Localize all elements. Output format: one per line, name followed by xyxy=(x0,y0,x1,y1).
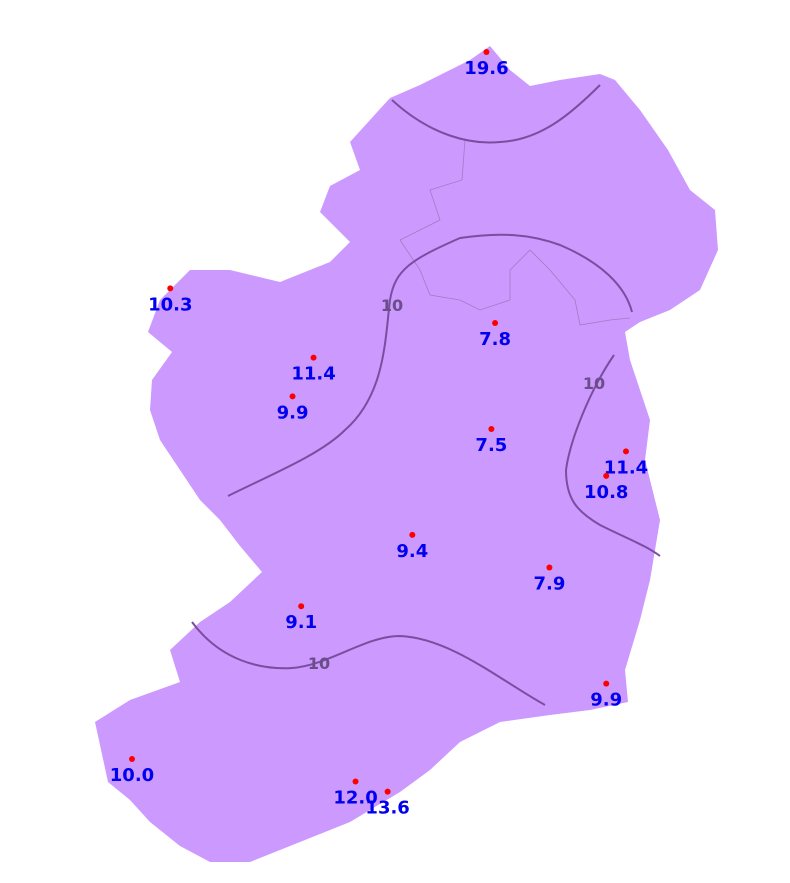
station-point xyxy=(603,680,610,687)
contour-label: 10 xyxy=(381,296,403,315)
station-point xyxy=(492,320,499,327)
station-markers: 19.6 10.3 7.8 11.4 9.9 7.5 11.4 10.8 9.4 7.9 9.1 9.… xyxy=(110,49,648,819)
contour-label: 10 xyxy=(583,374,605,393)
station: 9.1 xyxy=(285,603,317,633)
station: 19.6 xyxy=(464,49,509,79)
contour-line-central xyxy=(227,233,633,497)
contour-labels: 10 10 10 xyxy=(308,296,605,673)
station: 11.4 xyxy=(291,354,336,385)
station-point xyxy=(289,393,296,400)
contour-line-south xyxy=(191,621,546,706)
station-point xyxy=(409,531,416,538)
border-line xyxy=(399,139,631,326)
station: 10.3 xyxy=(148,285,192,315)
station-point xyxy=(546,564,553,571)
contour-label: 10 xyxy=(308,654,330,673)
station: 13.6 xyxy=(365,788,410,819)
station-point xyxy=(128,756,135,763)
station: 9.4 xyxy=(396,531,428,562)
contour-line-east xyxy=(564,354,661,557)
station-value-label: 11.4 xyxy=(604,457,648,478)
contour-lines xyxy=(191,84,661,706)
station-value-label: 19.6 xyxy=(464,58,508,79)
station-value-label: 10.3 xyxy=(148,294,192,315)
station-point xyxy=(483,49,490,56)
station-value-label: 9.9 xyxy=(590,690,622,711)
station-value-label: 7.5 xyxy=(475,435,507,456)
station: 7.5 xyxy=(475,425,507,456)
station: 11.4 xyxy=(604,448,648,478)
station-point xyxy=(622,448,629,455)
station-value-label: 9.1 xyxy=(285,612,317,633)
station: 10.8 xyxy=(584,472,628,503)
station-point xyxy=(488,425,495,432)
station: 9.9 xyxy=(277,393,309,423)
station-point xyxy=(603,472,610,479)
station-value-label: 9.4 xyxy=(396,541,428,562)
station-point xyxy=(310,354,317,361)
station-point xyxy=(384,788,391,795)
station-value-label: 12.0 xyxy=(333,787,377,808)
station-value-label: 7.9 xyxy=(533,574,565,595)
station: 7.9 xyxy=(533,564,565,595)
station-value-label: 7.8 xyxy=(479,329,511,350)
station-value-label: 10.0 xyxy=(110,765,154,786)
station-point xyxy=(298,603,305,610)
ireland-landmass xyxy=(95,46,718,862)
station: 10.0 xyxy=(110,756,154,786)
station-value-label: 11.4 xyxy=(291,364,335,385)
station-point xyxy=(167,285,174,292)
station: 7.8 xyxy=(479,320,511,350)
contour-line-north xyxy=(391,84,601,144)
station-value-label: 13.6 xyxy=(365,798,409,819)
station-point xyxy=(352,778,359,785)
station-value-label: 10.8 xyxy=(584,482,628,503)
station: 9.9 xyxy=(590,680,622,711)
station: 12.0 xyxy=(333,778,378,808)
station-value-label: 9.9 xyxy=(277,402,309,423)
